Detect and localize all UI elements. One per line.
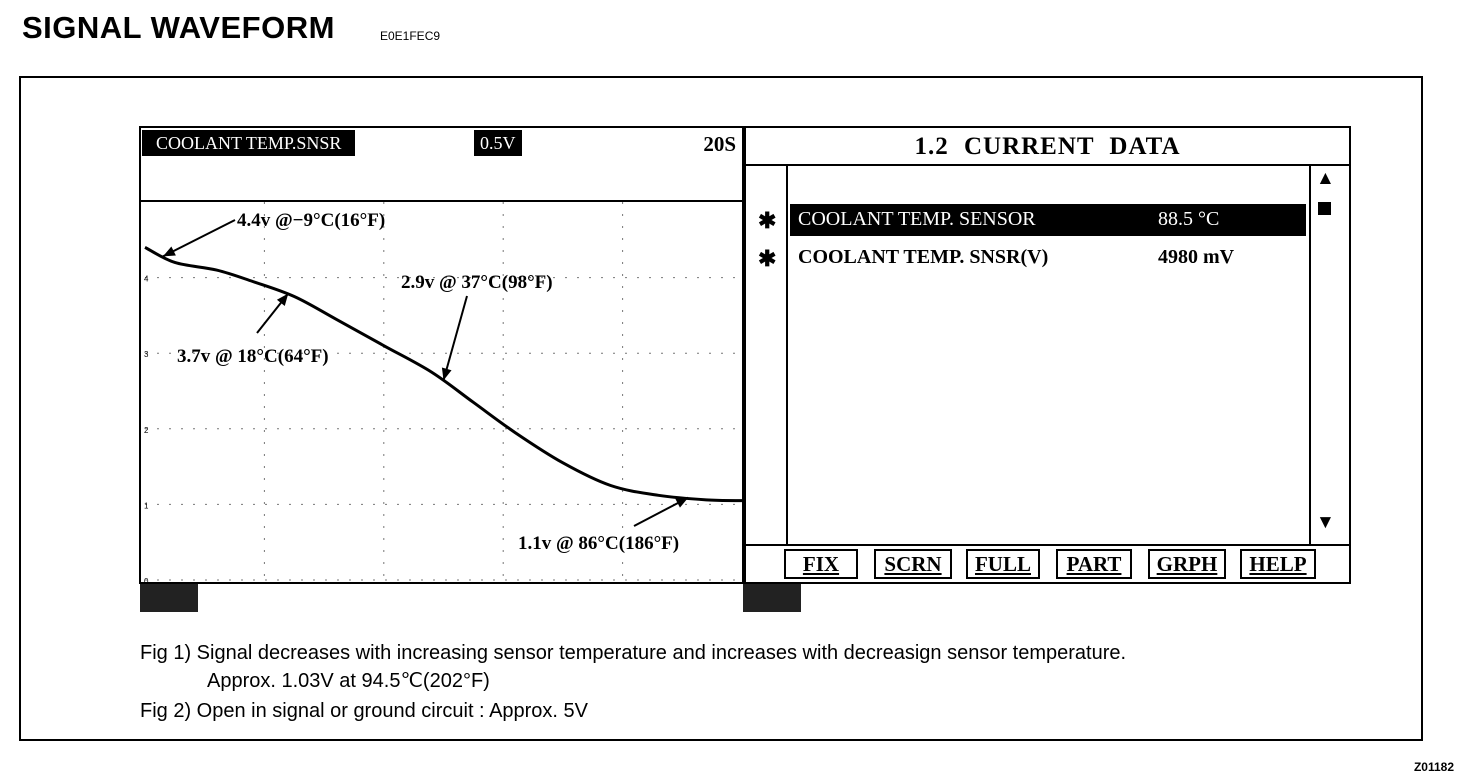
caption-fig1-approx: Approx. 1.03V at 94.5℃(202°F) xyxy=(207,670,490,692)
data-row-selected[interactable]: ✱ COOLANT TEMP. SENSOR 88.5 °C xyxy=(746,204,1309,238)
y-tick-label: 4 xyxy=(144,275,149,284)
annotation-arrow-line xyxy=(442,295,468,381)
caption-fig1: Fig 1) Signal decreases with increasing … xyxy=(140,642,1127,664)
annotation-label: 1.1v @ 86°C(186°F) xyxy=(518,533,679,554)
scroll-up-icon[interactable]: ▲ xyxy=(1316,168,1335,189)
figure-frame xyxy=(19,76,1423,741)
selection-highlight xyxy=(790,204,1306,236)
annotation-label: 4.4v @−9°C(16°F) xyxy=(237,210,385,231)
annotation-label: 3.7v @ 18°C(64°F) xyxy=(177,346,329,367)
scope-plot: 4 3 2 1 0 4.4v @−9°C(16°F) 3.7v @ 18°C(64°F) 2… xyxy=(144,202,743,586)
function-key-divider xyxy=(746,544,1349,546)
voltage-scale-chip[interactable]: 0.5V xyxy=(474,130,522,156)
data-row-value: 88.5 °C xyxy=(1158,208,1220,230)
y-tick-label: 0 xyxy=(144,577,149,586)
scope-header: COOLANT TEMP.SNSR 0.5V 20S xyxy=(141,128,742,202)
screen-button[interactable]: SCRN xyxy=(874,549,952,579)
caption-fig2: Fig 2) Open in signal or ground circuit … xyxy=(140,700,589,722)
document-code: E0E1FEC9 xyxy=(380,29,441,43)
part-button[interactable]: PART xyxy=(1056,549,1132,579)
scrollbar-divider xyxy=(1309,166,1311,544)
fix-button[interactable]: FIX xyxy=(784,549,858,579)
signal-name-chip[interactable]: COOLANT TEMP.SNSR xyxy=(142,130,356,156)
scope-footer-block xyxy=(140,584,198,612)
timebase-label: 20S xyxy=(703,132,736,156)
figure-code: Z01182 xyxy=(1413,760,1454,774)
annotation-arrow-head xyxy=(441,367,452,381)
asterisk-icon: ✱ xyxy=(758,208,777,233)
mark-column-divider xyxy=(786,166,788,544)
help-button[interactable]: HELP xyxy=(1240,549,1316,579)
data-row-name: COOLANT TEMP. SNSR(V) xyxy=(798,246,1049,268)
annotation-arrow-head xyxy=(675,497,689,508)
page-title: SIGNAL WAVEFORM xyxy=(22,10,335,45)
data-panel-title: 1.2 CURRENT DATA xyxy=(746,128,1349,166)
data-row-value: 4980 mV xyxy=(1158,246,1235,268)
data-row[interactable]: ✱ COOLANT TEMP. SNSR(V) 4980 mV xyxy=(746,242,1309,276)
current-data-panel: 1.2 CURRENT DATA ▲ ▼ ✱ COOLANT TEMP. SEN… xyxy=(744,126,1351,584)
y-tick-label: 3 xyxy=(144,350,149,359)
y-tick-label: 1 xyxy=(144,501,149,510)
data-row-name: COOLANT TEMP. SENSOR xyxy=(798,208,1036,230)
graph-button[interactable]: GRPH xyxy=(1148,549,1226,579)
scroll-down-icon[interactable]: ▼ xyxy=(1316,512,1335,533)
scrollbar-thumb[interactable] xyxy=(1318,202,1331,215)
waveform-line xyxy=(144,246,743,503)
scope-screen: 4 3 2 1 0 4.4v @−9°C(16°F) 3.7v @ 18°C(64°F) 2… xyxy=(139,126,744,586)
annotation-arrow-line xyxy=(162,219,236,258)
asterisk-icon: ✱ xyxy=(758,246,777,271)
full-button[interactable]: FULL xyxy=(966,549,1040,579)
y-tick-label: 2 xyxy=(144,426,149,435)
annotation-arrow-head xyxy=(276,293,289,306)
data-footer-block xyxy=(743,584,801,612)
annotation-label: 2.9v @ 37°C(98°F) xyxy=(401,272,553,293)
annotation-arrow-head xyxy=(162,246,176,257)
